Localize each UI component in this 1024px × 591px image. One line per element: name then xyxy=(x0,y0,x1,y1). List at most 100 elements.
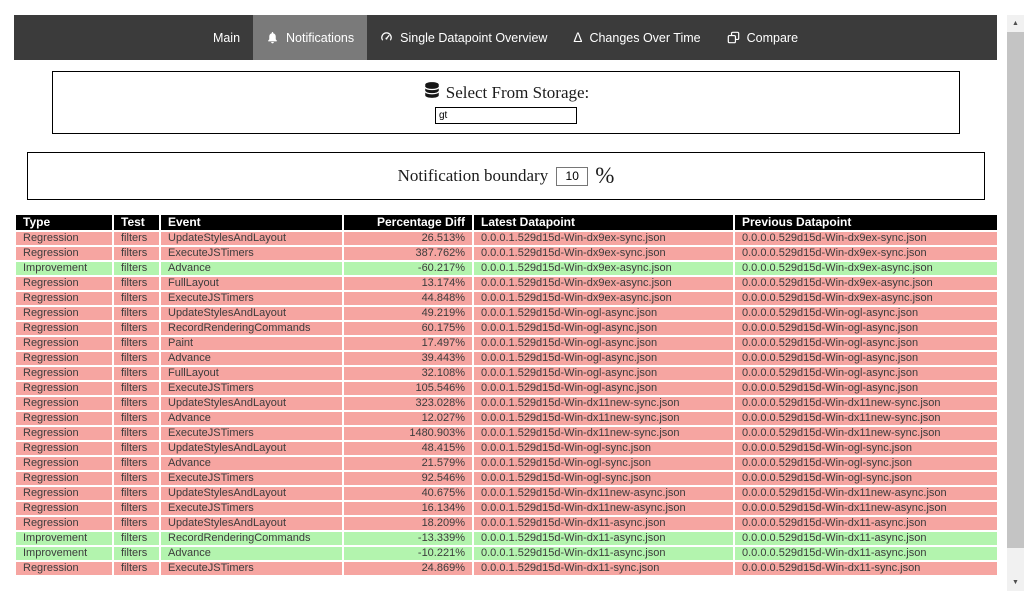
cell-test: filters xyxy=(113,381,160,396)
tab-label: Compare xyxy=(747,31,798,45)
table-row: RegressionfiltersFullLayout32.108%0.0.0.… xyxy=(15,366,998,381)
cell-event: Advance xyxy=(160,546,343,561)
bell-icon xyxy=(266,31,279,44)
cell-type: Regression xyxy=(15,486,113,501)
scrollbar-thumb[interactable] xyxy=(1007,32,1024,548)
cell-previous: 0.0.0.0.529d15d-Win-ogl-async.json xyxy=(734,351,998,366)
cell-test: filters xyxy=(113,501,160,516)
cell-previous: 0.0.0.0.529d15d-Win-dx11new-sync.json xyxy=(734,396,998,411)
cell-type: Improvement xyxy=(15,531,113,546)
cell-event: Advance xyxy=(160,456,343,471)
tab-compare[interactable]: Compare xyxy=(714,15,811,60)
cell-diff: 13.174% xyxy=(343,276,473,291)
cell-test: filters xyxy=(113,246,160,261)
cell-previous: 0.0.0.0.529d15d-Win-dx11-async.json xyxy=(734,546,998,561)
tab-notifications[interactable]: Notifications xyxy=(253,15,367,60)
top-navbar: MainNotificationsSingle Datapoint Overvi… xyxy=(14,15,997,60)
storage-search-input[interactable] xyxy=(435,107,577,124)
cell-previous: 0.0.0.0.529d15d-Win-ogl-async.json xyxy=(734,336,998,351)
cell-latest: 0.0.0.1.529d15d-Win-ogl-async.json xyxy=(473,336,734,351)
table-row: RegressionfiltersUpdateStylesAndLayout32… xyxy=(15,396,998,411)
cell-test: filters xyxy=(113,396,160,411)
cell-latest: 0.0.0.1.529d15d-Win-dx11new-sync.json xyxy=(473,411,734,426)
cell-previous: 0.0.0.0.529d15d-Win-dx9ex-sync.json xyxy=(734,246,998,261)
notification-boundary-panel: Notification boundary % xyxy=(27,152,985,200)
cell-event: RecordRenderingCommands xyxy=(160,531,343,546)
cell-type: Regression xyxy=(15,561,113,576)
cell-diff: -60.217% xyxy=(343,261,473,276)
cell-event: ExecuteJSTimers xyxy=(160,561,343,576)
cell-event: FullLayout xyxy=(160,276,343,291)
cell-diff: 105.546% xyxy=(343,381,473,396)
cell-test: filters xyxy=(113,261,160,276)
cell-previous: 0.0.0.0.529d15d-Win-ogl-async.json xyxy=(734,306,998,321)
tab-main[interactable]: Main xyxy=(200,15,253,60)
tab-single-datapoint-overview[interactable]: Single Datapoint Overview xyxy=(367,15,560,60)
table-row: RegressionfiltersUpdateStylesAndLayout48… xyxy=(15,441,998,456)
cell-test: filters xyxy=(113,441,160,456)
cell-previous: 0.0.0.0.529d15d-Win-dx11new-async.json xyxy=(734,501,998,516)
cell-diff: 24.869% xyxy=(343,561,473,576)
cell-diff: 12.027% xyxy=(343,411,473,426)
tab-changes-over-time[interactable]: ΔChanges Over Time xyxy=(560,15,713,60)
cell-previous: 0.0.0.0.529d15d-Win-ogl-async.json xyxy=(734,366,998,381)
storage-label: Select From Storage: xyxy=(446,83,590,103)
cell-type: Regression xyxy=(15,351,113,366)
cell-diff: 18.209% xyxy=(343,516,473,531)
cell-latest: 0.0.0.1.529d15d-Win-dx11-async.json xyxy=(473,546,734,561)
cell-diff: -10.221% xyxy=(343,546,473,561)
cell-type: Regression xyxy=(15,381,113,396)
cell-diff: 39.443% xyxy=(343,351,473,366)
tab-label: Changes Over Time xyxy=(589,31,700,45)
cell-test: filters xyxy=(113,306,160,321)
cell-latest: 0.0.0.1.529d15d-Win-dx11new-sync.json xyxy=(473,426,734,441)
cell-diff: 60.175% xyxy=(343,321,473,336)
cell-test: filters xyxy=(113,561,160,576)
cell-diff: 26.513% xyxy=(343,231,473,246)
cell-previous: 0.0.0.0.529d15d-Win-ogl-sync.json xyxy=(734,471,998,486)
cell-event: ExecuteJSTimers xyxy=(160,426,343,441)
scroll-up-icon[interactable]: ▲ xyxy=(1007,15,1024,32)
cell-test: filters xyxy=(113,516,160,531)
cell-diff: 92.546% xyxy=(343,471,473,486)
cell-type: Regression xyxy=(15,441,113,456)
cell-event: UpdateStylesAndLayout xyxy=(160,231,343,246)
cell-event: ExecuteJSTimers xyxy=(160,471,343,486)
cell-event: FullLayout xyxy=(160,366,343,381)
cell-diff: 17.497% xyxy=(343,336,473,351)
cell-latest: 0.0.0.1.529d15d-Win-dx9ex-async.json xyxy=(473,291,734,306)
table-row: ImprovementfiltersRecordRenderingCommand… xyxy=(15,531,998,546)
cell-diff: 323.028% xyxy=(343,396,473,411)
cell-test: filters xyxy=(113,546,160,561)
cell-previous: 0.0.0.0.529d15d-Win-ogl-sync.json xyxy=(734,441,998,456)
table-row: RegressionfiltersFullLayout13.174%0.0.0.… xyxy=(15,276,998,291)
cell-latest: 0.0.0.1.529d15d-Win-ogl-sync.json xyxy=(473,456,734,471)
storage-panel: Select From Storage: xyxy=(52,71,960,134)
cell-event: Advance xyxy=(160,411,343,426)
cell-type: Regression xyxy=(15,246,113,261)
cell-event: ExecuteJSTimers xyxy=(160,381,343,396)
cell-diff: 387.762% xyxy=(343,246,473,261)
cell-previous: 0.0.0.0.529d15d-Win-dx9ex-async.json xyxy=(734,276,998,291)
table-row: RegressionfiltersPaint17.497%0.0.0.1.529… xyxy=(15,336,998,351)
table-row: RegressionfiltersExecuteJSTimers1480.903… xyxy=(15,426,998,441)
table-row: RegressionfiltersUpdateStylesAndLayout26… xyxy=(15,231,998,246)
cell-event: ExecuteJSTimers xyxy=(160,246,343,261)
table-row: RegressionfiltersAdvance12.027%0.0.0.1.5… xyxy=(15,411,998,426)
cell-test: filters xyxy=(113,291,160,306)
cell-latest: 0.0.0.1.529d15d-Win-dx9ex-sync.json xyxy=(473,246,734,261)
cell-test: filters xyxy=(113,276,160,291)
cell-type: Regression xyxy=(15,306,113,321)
cell-latest: 0.0.0.1.529d15d-Win-dx11new-async.json xyxy=(473,501,734,516)
cell-previous: 0.0.0.0.529d15d-Win-dx9ex-async.json xyxy=(734,261,998,276)
table-row: RegressionfiltersExecuteJSTimers387.762%… xyxy=(15,246,998,261)
cell-previous: 0.0.0.0.529d15d-Win-ogl-async.json xyxy=(734,321,998,336)
column-header-previous-datapoint: Previous Datapoint xyxy=(734,214,998,231)
cell-diff: 16.134% xyxy=(343,501,473,516)
scroll-down-icon[interactable]: ▼ xyxy=(1007,574,1024,591)
boundary-input[interactable] xyxy=(556,167,588,186)
vertical-scrollbar[interactable]: ▲ ▼ xyxy=(1007,15,1024,591)
cell-test: filters xyxy=(113,531,160,546)
cell-test: filters xyxy=(113,321,160,336)
cell-diff: 21.579% xyxy=(343,456,473,471)
